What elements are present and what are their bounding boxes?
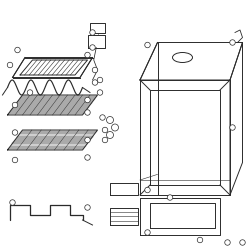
Circle shape	[240, 240, 245, 245]
Circle shape	[90, 45, 95, 50]
Circle shape	[27, 90, 33, 95]
Circle shape	[145, 187, 150, 193]
Circle shape	[225, 240, 230, 245]
Circle shape	[106, 116, 114, 123]
Circle shape	[12, 157, 18, 163]
Circle shape	[10, 200, 15, 205]
Circle shape	[197, 237, 203, 243]
Circle shape	[97, 77, 103, 83]
Circle shape	[97, 90, 103, 95]
Circle shape	[85, 137, 90, 143]
Circle shape	[230, 125, 235, 130]
Circle shape	[85, 155, 90, 160]
Circle shape	[100, 115, 105, 120]
Circle shape	[85, 205, 90, 210]
Circle shape	[12, 130, 18, 135]
Circle shape	[145, 230, 150, 235]
Circle shape	[167, 195, 173, 200]
Circle shape	[112, 124, 118, 131]
Circle shape	[12, 102, 18, 108]
Circle shape	[102, 127, 108, 133]
Circle shape	[92, 80, 98, 85]
Circle shape	[85, 52, 90, 58]
Circle shape	[230, 40, 235, 45]
Circle shape	[90, 30, 95, 35]
Circle shape	[102, 137, 108, 143]
Circle shape	[85, 110, 90, 115]
Circle shape	[15, 47, 20, 53]
Circle shape	[85, 97, 90, 103]
Ellipse shape	[172, 52, 193, 62]
Circle shape	[106, 132, 114, 138]
Circle shape	[7, 62, 13, 68]
Circle shape	[92, 67, 98, 73]
Circle shape	[145, 42, 150, 48]
